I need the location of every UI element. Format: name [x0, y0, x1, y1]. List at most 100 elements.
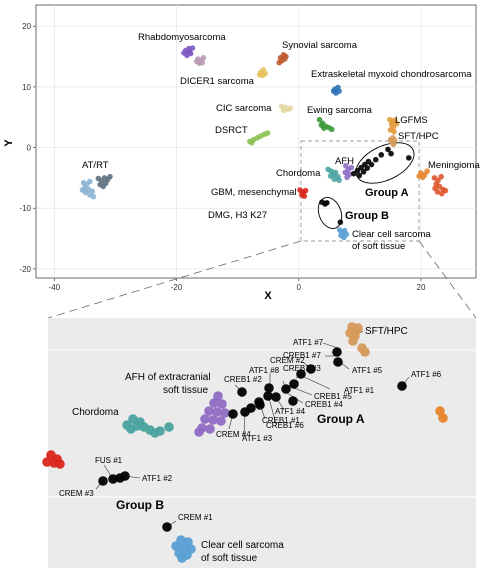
- data-point: [391, 137, 398, 144]
- inset-data-point: [42, 457, 52, 467]
- inset-data-point: [255, 400, 265, 410]
- inset-data-point: [333, 357, 343, 367]
- inset-label-sft-hpc: SFT/HPC: [365, 326, 408, 337]
- gridlines: [36, 5, 476, 278]
- data-point: [368, 161, 375, 168]
- inset-label-clear-cell-line2: of soft tissue: [201, 553, 258, 564]
- label-meningioma: Meningioma: [428, 160, 480, 171]
- data-point: [348, 164, 355, 171]
- label-gbm-mesenchymal: GBM, mesenchymal: [211, 187, 297, 198]
- data-point: [281, 56, 288, 62]
- label-group-a: Group A: [365, 187, 409, 199]
- inset-data-point: [332, 347, 342, 357]
- inset-label-atf1-3: ATF1 #3: [242, 434, 273, 443]
- inset-data-point: [164, 422, 174, 432]
- inset-label-creb1-3: CREB1 #3: [283, 364, 321, 373]
- x-tick-label: 0: [297, 283, 302, 292]
- inset-data-point: [397, 381, 407, 391]
- inset-points: [42, 322, 448, 563]
- inset-data-point: [205, 424, 215, 434]
- data-point: [442, 187, 449, 194]
- data-point: [405, 155, 412, 161]
- data-point: [100, 183, 107, 190]
- data-point: [336, 177, 342, 184]
- label-clear-cell-line2: of soft tissue: [352, 241, 405, 252]
- inset-data-point: [289, 379, 299, 389]
- label-dicer1-sarcoma: DICER1 sarcoma: [180, 76, 255, 87]
- data-point: [90, 193, 97, 200]
- label-group-b: Group B: [345, 210, 389, 222]
- data-point: [86, 178, 93, 185]
- label-synovial-sarcoma: Synovial sarcoma: [282, 40, 358, 51]
- inset-label-creb1-5: CREB1 #5: [314, 392, 352, 401]
- inset-label-creb1-4: CREB1 #4: [305, 400, 343, 409]
- x-tick-label: -40: [49, 283, 61, 292]
- inset-label-group-b: Group B: [116, 498, 164, 512]
- inset-data-point: [237, 387, 247, 397]
- data-point: [318, 122, 325, 128]
- inset-data-point: [126, 424, 136, 434]
- inset-data-point: [271, 392, 281, 402]
- y-tick-label: -20: [19, 265, 31, 274]
- inset-data-point: [120, 471, 130, 481]
- inset-label-atf1-1: ATF1 #1: [344, 386, 375, 395]
- data-point: [276, 59, 283, 66]
- data-point: [199, 59, 206, 66]
- inset-data-point: [150, 428, 160, 438]
- data-point: [193, 58, 200, 65]
- data-point: [360, 169, 367, 175]
- inset-label-creb1-7: CREB1 #7: [283, 351, 321, 360]
- inset-data-point: [288, 396, 298, 406]
- label-dmg-h3k27: DMG, H3 K27: [208, 210, 267, 221]
- data-point: [181, 50, 187, 56]
- inset-data-point: [306, 364, 316, 374]
- data-point: [248, 139, 255, 146]
- inset-plot: SFT/HPC ATF1 #7 CREB1 #7 ATF1 #5 CREM #2…: [42, 318, 476, 568]
- label-lgfms: LGFMS: [395, 115, 428, 126]
- inset-data-point: [353, 323, 363, 333]
- inset-label-atf1-6: ATF1 #6: [411, 370, 442, 379]
- label-dsrct: DSRCT: [215, 125, 248, 136]
- inset-data-point: [55, 459, 65, 469]
- data-point: [390, 141, 397, 148]
- inset-data-point: [162, 522, 172, 532]
- zoom-connector-left: [47, 240, 302, 319]
- inset-data-point: [348, 336, 358, 346]
- data-point: [388, 150, 394, 157]
- main-plot: -40 -20 0 20 20 10 0 -10 -20 Rhabdomyosarcoma Sy…: [3, 4, 480, 302]
- label-rhabdomyosarcoma: Rhabdomyosarcoma: [138, 32, 226, 43]
- data-point: [356, 172, 363, 179]
- inset-label-creb1-6: CREB1 #6: [266, 421, 304, 430]
- inset-data-point: [177, 553, 187, 563]
- inset-label-crem-2: CREM #2: [270, 356, 305, 365]
- inset-label-crem-3: CREM #3: [59, 489, 94, 498]
- inset-label-atf1-8: ATF1 #8: [249, 366, 280, 375]
- data-point: [364, 165, 371, 171]
- inset-label-group-a: Group A: [317, 412, 365, 426]
- main-points: [79, 45, 449, 241]
- inset-label-atf1-7: ATF1 #7: [293, 338, 324, 347]
- label-sft-hpc: SFT/HPC: [398, 131, 439, 142]
- data-point: [432, 185, 438, 192]
- inset-data-point: [228, 409, 238, 419]
- inset-label-atf1-5: ATF1 #5: [352, 366, 383, 375]
- inset-label-crem-1: CREM #1: [178, 513, 213, 522]
- data-point: [342, 169, 349, 176]
- data-point: [393, 121, 400, 127]
- y-tick-label: 0: [27, 144, 32, 153]
- data-point: [331, 176, 338, 182]
- y-axis-title: Y: [3, 139, 15, 147]
- data-point: [391, 128, 397, 135]
- data-point: [424, 168, 430, 175]
- data-point: [438, 173, 444, 180]
- data-point: [256, 71, 263, 78]
- inset-data-point: [263, 391, 273, 401]
- label-clear-cell-line1: Clear cell sarcoma: [352, 229, 431, 240]
- inset-background: [48, 318, 476, 568]
- inset-data-point: [208, 415, 218, 425]
- inset-data-point: [194, 427, 204, 437]
- x-tick-label: -20: [171, 283, 183, 292]
- data-point: [302, 187, 309, 194]
- inset-data-point: [98, 476, 108, 486]
